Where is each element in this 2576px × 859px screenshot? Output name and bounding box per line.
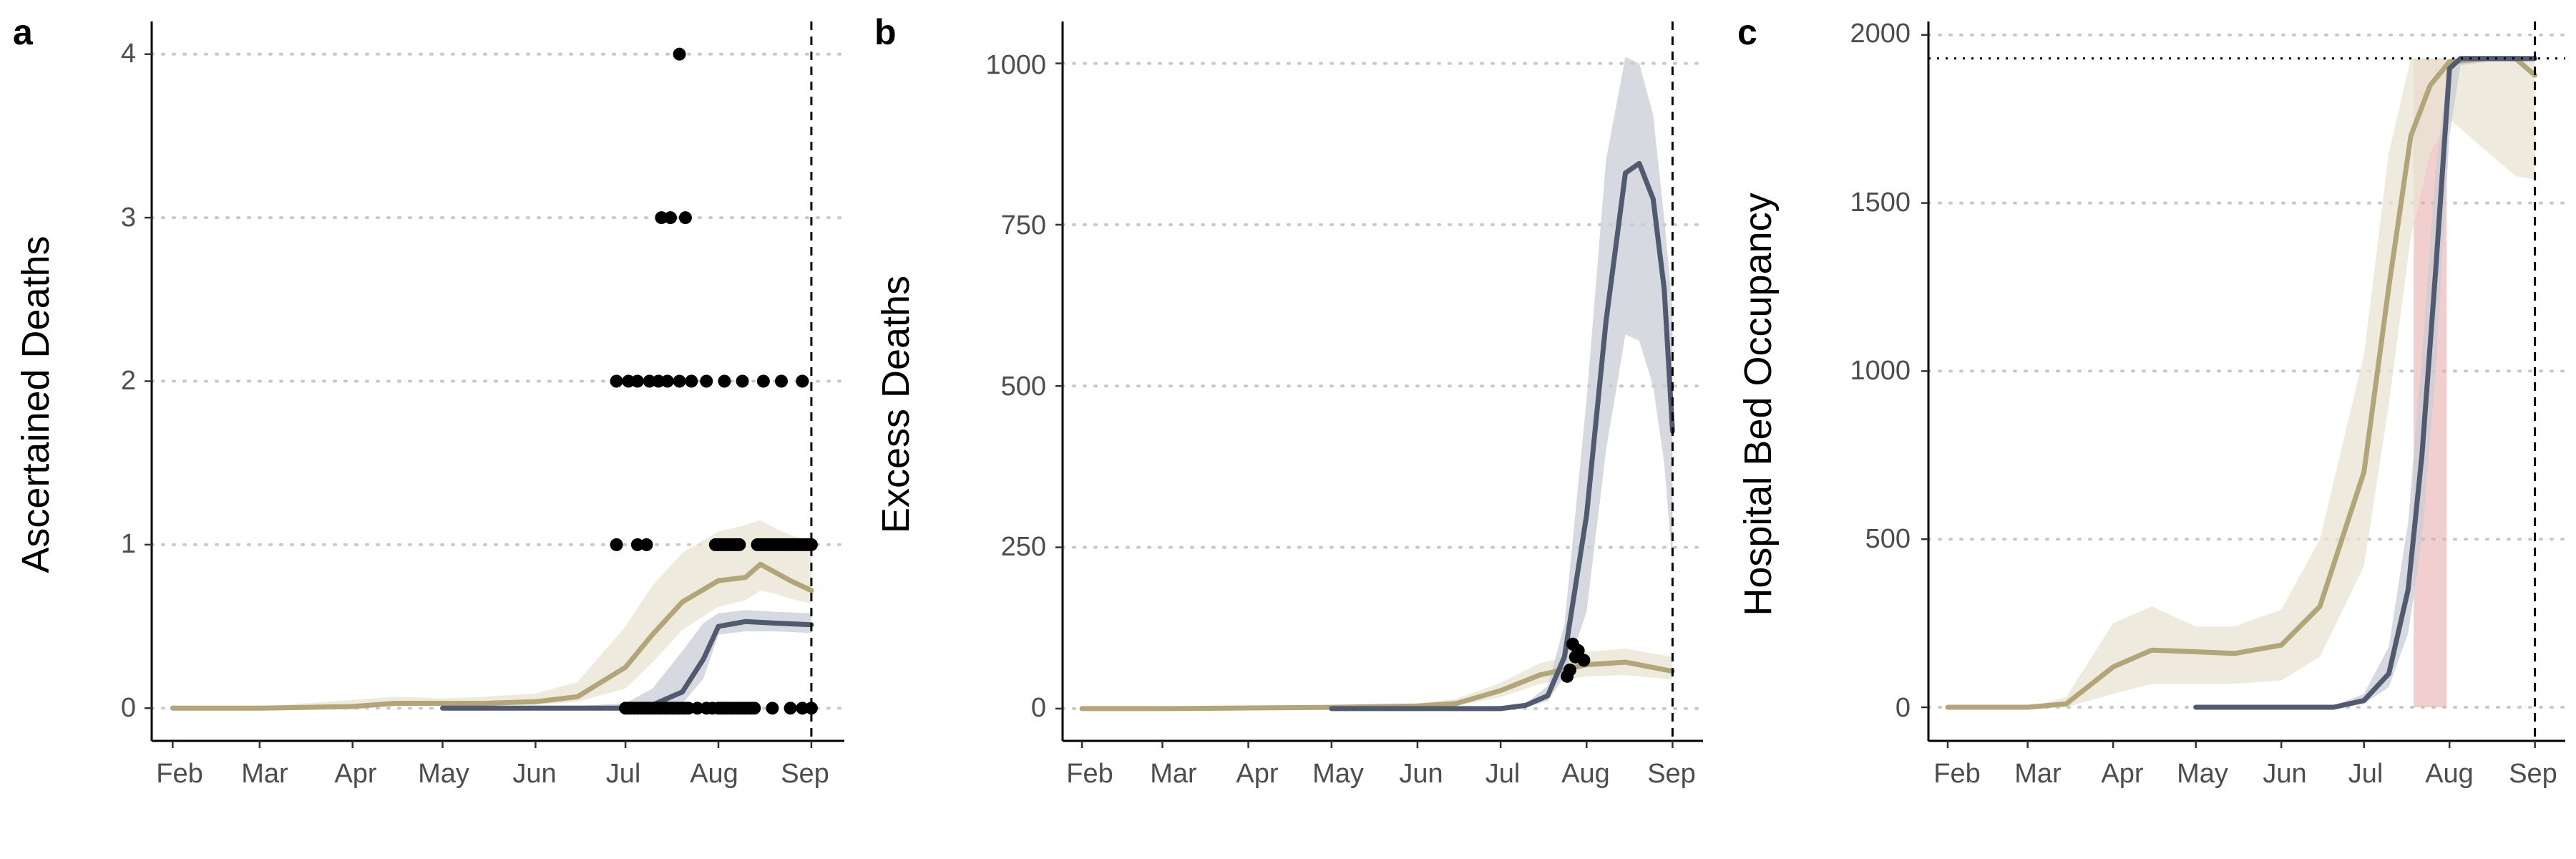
- x-tick-label-b: Jul: [1485, 759, 1521, 789]
- data-point-a: [736, 374, 749, 388]
- y-tick-label-c: 1000: [1850, 356, 1911, 386]
- x-tick-label-b: Mar: [1150, 759, 1197, 789]
- x-tick-label-b: Jun: [1399, 759, 1443, 789]
- data-point-a: [796, 702, 809, 715]
- y-axis-label-a: Ascertained Deaths: [14, 236, 57, 573]
- series-line-b-model_b: [1329, 160, 1675, 712]
- data-point-a: [673, 47, 686, 61]
- panel-letter-a: a: [13, 12, 34, 52]
- data-point-a: [640, 538, 653, 551]
- data-point-a: [630, 538, 644, 551]
- x-tick-label-c: Mar: [2014, 759, 2062, 789]
- y-tick-label-a: 3: [121, 203, 136, 233]
- x-tick-label-a: May: [418, 759, 469, 789]
- data-point-b: [1563, 663, 1577, 676]
- x-tick-label-a: Aug: [690, 759, 738, 789]
- x-tick-label-c: Jun: [2263, 759, 2306, 789]
- x-tick-label-b: Sep: [1647, 759, 1696, 789]
- data-point-a: [748, 702, 761, 715]
- data-point-a: [784, 702, 797, 715]
- data-point-a: [700, 374, 713, 388]
- x-tick-label-c: Sep: [2509, 759, 2557, 789]
- x-tick-label-a: Mar: [241, 759, 288, 789]
- series-line-a-model_a: [170, 561, 814, 711]
- data-point-a: [610, 538, 623, 551]
- data-point-a: [652, 374, 665, 388]
- data-point-a: [691, 702, 704, 715]
- ci-band-c-model_a: [1948, 58, 2535, 707]
- y-tick-label-b: 0: [1031, 693, 1046, 723]
- data-point-a: [804, 702, 818, 715]
- x-tick-label-a: Jun: [512, 759, 556, 789]
- data-point-a: [610, 374, 623, 388]
- data-point-a: [663, 211, 677, 225]
- x-tick-label-a: Feb: [156, 759, 203, 789]
- data-point-a: [678, 211, 692, 225]
- x-tick-label-b: May: [1312, 759, 1364, 789]
- data-point-b: [1571, 644, 1585, 657]
- x-tick-label-b: Apr: [1236, 759, 1278, 789]
- x-tick-label-c: Apr: [2101, 759, 2143, 789]
- data-point-a: [685, 374, 698, 388]
- y-tick-label-b: 750: [1001, 210, 1046, 241]
- data-point-a: [733, 538, 746, 551]
- ci-band-b-model_b: [1331, 57, 1673, 709]
- x-tick-label-c: Aug: [2425, 759, 2474, 789]
- x-tick-label-a: Sep: [781, 759, 829, 789]
- data-point-a: [673, 374, 686, 388]
- panel-letter-b: b: [874, 12, 897, 52]
- plot-area-c: [1921, 21, 2567, 748]
- data-point-a: [804, 538, 818, 551]
- ci-band-a-model_b: [442, 610, 811, 709]
- panel-c: c Hospital Bed Occupancy 0 500 1000 1500…: [1737, 12, 2567, 789]
- y-tick-label-c: 2000: [1850, 19, 1911, 49]
- ci-band-a-model_a: [172, 520, 811, 709]
- y-tick-label-b: 1000: [985, 50, 1046, 80]
- data-point-a: [775, 374, 788, 388]
- data-point-a: [660, 374, 674, 388]
- data-point-b: [1577, 654, 1591, 667]
- data-point-a: [766, 702, 779, 715]
- panel-b: b Excess Deaths 0 250 500 750 1000 Feb M…: [874, 12, 1704, 789]
- x-tick-label-c: Jul: [2348, 759, 2384, 789]
- series-line-b-model_a: [1079, 659, 1675, 712]
- data-point-a: [756, 374, 770, 388]
- y-axis-label-c: Hospital Bed Occupancy: [1737, 193, 1780, 616]
- y-tick-label-c: 500: [1865, 524, 1911, 554]
- series-line-a-model_b: [440, 618, 814, 711]
- y-tick-label-c: 1500: [1850, 188, 1911, 218]
- y-tick-label-c: 0: [1896, 693, 1911, 723]
- data-point-a: [682, 702, 696, 715]
- data-point-a: [630, 374, 644, 388]
- y-tick-label-a: 0: [121, 693, 136, 723]
- data-point-a: [718, 374, 731, 388]
- x-tick-label-a: Jul: [606, 759, 641, 789]
- x-tick-label-a: Apr: [334, 759, 376, 789]
- x-tick-label-c: Feb: [1933, 759, 1980, 789]
- y-tick-label-a: 2: [121, 366, 136, 396]
- data-point-a: [655, 211, 668, 225]
- data-point-a: [622, 374, 635, 388]
- y-tick-label-a: 4: [121, 39, 136, 69]
- y-tick-label-b: 500: [1001, 372, 1046, 402]
- data-point-a: [796, 374, 809, 388]
- x-tick-label-b: Aug: [1561, 759, 1610, 789]
- panel-letter-c: c: [1737, 12, 1757, 52]
- data-point-a: [643, 374, 656, 388]
- panel-a: a Ascertained Deaths 0 1 2 3 4 Feb Mar A…: [13, 12, 846, 789]
- plot-area-a: [145, 21, 846, 748]
- x-tick-label-c: May: [2177, 759, 2228, 789]
- y-tick-label-b: 250: [1001, 532, 1046, 562]
- y-tick-label-a: 1: [121, 529, 136, 559]
- plot-area-b: [1055, 21, 1704, 748]
- x-tick-label-b: Feb: [1066, 759, 1113, 789]
- y-axis-label-b: Excess Deaths: [874, 276, 917, 533]
